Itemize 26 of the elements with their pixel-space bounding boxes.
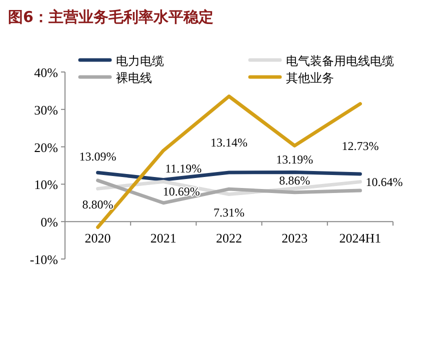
data-label: 12.73% <box>342 138 379 153</box>
legend-label: 裸电线 <box>116 71 152 85</box>
data-label: 8.80% <box>82 198 114 212</box>
chart-title: 图6：主营业务毛利率水平稳定 <box>8 8 214 26</box>
y-tick-label: 30% <box>34 102 58 118</box>
x-tick-label: 2022 <box>216 230 242 246</box>
y-tick-label: 20% <box>34 140 58 155</box>
data-label: 10.69% <box>162 184 200 199</box>
x-tick-label: 2024H1 <box>339 230 382 246</box>
y-tick-label: -10% <box>30 252 58 267</box>
legend-label: 电力电缆 <box>116 54 164 68</box>
legend-label: 电气装备用电线电缆 <box>286 54 394 68</box>
x-tick-label: 2023 <box>282 230 308 246</box>
y-tick-label: 40% <box>34 65 58 80</box>
legend-label: 其他业务 <box>286 71 334 85</box>
data-label: 10.64% <box>366 174 403 189</box>
x-tick-label: 2021 <box>150 230 176 246</box>
data-label: 8.86% <box>279 173 310 188</box>
data-label: 13.19% <box>276 152 314 166</box>
x-tick-label: 2020 <box>84 230 111 246</box>
data-label: 7.31% <box>214 205 244 220</box>
y-tick-label: 10% <box>34 177 58 192</box>
data-label: 13.09% <box>79 150 116 164</box>
data-label: 13.14% <box>210 135 248 150</box>
y-tick-label: 0% <box>40 214 58 230</box>
data-label: 11.19% <box>165 162 202 176</box>
